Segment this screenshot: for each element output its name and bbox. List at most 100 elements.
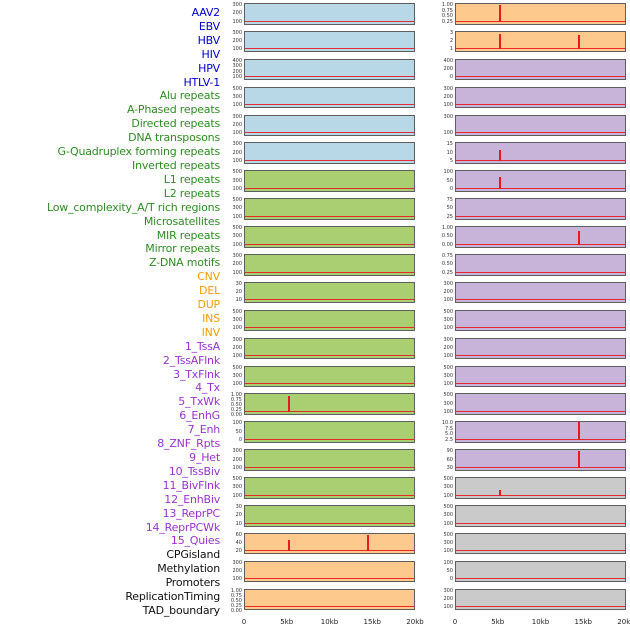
- y-tick-label: 100: [443, 381, 453, 388]
- signal-panel: [455, 309, 626, 332]
- panel-row: 300 100: [432, 114, 626, 143]
- y-tick-label: 0.00: [230, 412, 242, 419]
- track-label: Directed repeats: [131, 117, 220, 131]
- y-tick-label: 1: [449, 46, 453, 53]
- track-label: EBV: [198, 19, 220, 33]
- track-label: 7_Enh: [187, 423, 221, 437]
- y-tick-label: 200: [232, 10, 242, 17]
- y-axis-ticks: 10.0 7.5 5.0 2.5: [432, 421, 455, 443]
- y-tick-label: 100: [443, 169, 453, 176]
- x-axis-tick-label: 15kb: [363, 618, 381, 626]
- track-label: Z-DNA motifs: [148, 256, 220, 270]
- signal-baseline: [456, 550, 625, 552]
- signal-baseline: [245, 271, 414, 273]
- track-label: CPGisland: [166, 548, 220, 562]
- y-axis-ticks: 30 20 10: [221, 281, 244, 304]
- track-label: Microsatellites: [143, 214, 220, 228]
- y-axis-ticks: 500 300 100: [432, 393, 455, 415]
- panel-row: 500 300 100: [221, 198, 415, 226]
- signal-panel: [455, 170, 626, 192]
- y-axis-ticks: 300 200 100: [432, 281, 455, 304]
- y-axis-ticks: 30 20 10: [221, 505, 244, 527]
- panel-row: 30 20 10: [221, 505, 415, 533]
- signal-baseline: [245, 410, 414, 412]
- signal-baseline: [456, 20, 625, 22]
- signal-baseline: [456, 355, 625, 357]
- y-tick-label: 100: [232, 576, 242, 583]
- panel-row: 500 300 100: [221, 85, 415, 115]
- y-tick-label: 300: [232, 177, 242, 184]
- y-tick-label: 0.75: [441, 253, 453, 260]
- y-tick-label: 300: [443, 85, 453, 92]
- signal-spike: [498, 4, 501, 22]
- y-tick-label: 0.25: [230, 602, 242, 609]
- signal-panel: [244, 505, 415, 527]
- y-tick-label: 300: [443, 587, 453, 594]
- signal-spike: [498, 489, 501, 496]
- signal-panel: [455, 505, 626, 527]
- signal-baseline: [245, 104, 414, 106]
- y-tick-label: 30: [446, 464, 453, 471]
- y-tick-label: 40: [235, 540, 242, 547]
- y-tick-label: 300: [443, 400, 453, 407]
- panel-row: 500 300 100: [432, 505, 626, 533]
- track-label: 4_Tx: [195, 381, 220, 395]
- signal-baseline: [245, 438, 414, 440]
- y-tick-label: 0.00: [441, 241, 453, 248]
- signal-baseline: [245, 132, 414, 134]
- y-tick-label: 2: [449, 38, 453, 45]
- track-label: 3_TxFlnk: [173, 367, 220, 381]
- signal-panel: [244, 226, 415, 248]
- y-axis-ticks: 1.00 0.75 0.50 0.25 0.00: [221, 588, 244, 613]
- panel-row: 75 50 25: [432, 198, 626, 226]
- panel-row: 500 300 100: [221, 365, 415, 394]
- y-tick-label: 0.75: [230, 397, 242, 404]
- track-label: INS: [202, 311, 220, 325]
- y-tick-label: 0.50: [441, 13, 453, 19]
- panel-row: 500 300 100: [432, 309, 626, 338]
- x-axis-tick-label: 15kb: [574, 618, 592, 626]
- panel-row: 90 60 30: [432, 449, 626, 477]
- signal-baseline: [456, 383, 625, 385]
- y-tick-label: 7.5: [445, 425, 453, 432]
- y-tick-label: 100: [443, 102, 453, 109]
- y-tick-label: 100: [232, 269, 242, 276]
- y-tick-label: 60: [235, 531, 242, 538]
- y-tick-label: 5: [449, 157, 453, 164]
- signal-baseline: [456, 159, 625, 161]
- signal-baseline: [456, 215, 625, 217]
- signal-panel: [455, 337, 626, 360]
- y-tick-label: 300: [232, 93, 242, 100]
- signal-panel: [455, 86, 626, 109]
- y-axis-ticks: 500 300 100: [432, 365, 455, 388]
- signal-baseline: [456, 299, 625, 301]
- y-tick-label: 500: [232, 197, 242, 204]
- x-axis-tick-label: 10kb: [531, 618, 550, 626]
- y-tick-label: 500: [232, 85, 242, 92]
- y-tick-label: 20: [235, 289, 242, 296]
- panel-row: 100 50 0: [221, 421, 415, 449]
- track-labels-column: AAV2 EBV HBV HIV HPV HTLV-1 Alu repeats A-Phase…: [0, 6, 220, 618]
- panel-row: 100 50 0: [432, 560, 626, 589]
- signal-panel: [455, 226, 626, 248]
- signal-panel: [244, 365, 415, 388]
- y-tick-label: 100: [232, 381, 242, 388]
- signal-baseline: [245, 20, 414, 22]
- panel-row: 500 300 100: [221, 309, 415, 338]
- signal-baseline: [456, 187, 625, 189]
- y-axis-ticks: 300 200 100: [221, 29, 244, 53]
- y-tick-label: 300: [232, 372, 242, 379]
- y-tick-label: 50: [446, 205, 453, 212]
- panel-row: 300 200 100: [221, 337, 415, 366]
- x-axis-tick-label: 5kb: [280, 618, 294, 626]
- signal-panel: [244, 560, 415, 583]
- signal-panel: [244, 142, 415, 164]
- y-tick-label: 300: [232, 484, 242, 491]
- y-tick-label: 300: [232, 29, 242, 36]
- signal-baseline: [245, 327, 414, 329]
- signal-panel: [455, 365, 626, 388]
- y-tick-label: 300: [232, 233, 242, 240]
- y-tick-label: 100: [232, 420, 242, 427]
- y-tick-label: 50: [446, 177, 453, 184]
- panel-row: 10.0 7.5 5.0 2.5: [432, 421, 626, 449]
